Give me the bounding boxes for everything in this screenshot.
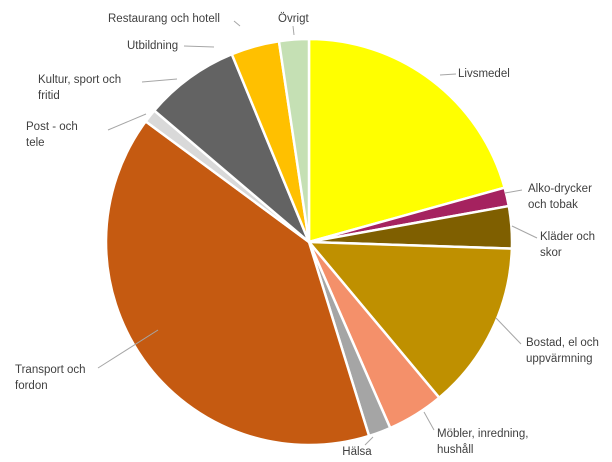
slice-label-line: Hälsa <box>342 446 372 458</box>
slice-label-line: skor <box>540 247 562 259</box>
slice-label-line: Övrigt <box>278 13 309 25</box>
slice-label-8: Kultur, sport och fritid <box>38 74 121 102</box>
slice-label-11: Övrigt <box>278 13 309 25</box>
slice-label-line: tele <box>26 137 45 149</box>
slice-label-line: Möbler, inredning, <box>437 428 528 440</box>
leader-line-0 <box>439 73 457 76</box>
leader-line-9 <box>183 45 215 48</box>
slice-label-line: Utbildning <box>127 40 178 52</box>
pie-slice-0 <box>307 37 507 244</box>
leader-line-1 <box>504 189 523 194</box>
leader-line-6 <box>97 329 159 369</box>
pie-slice-11 <box>277 37 311 243</box>
slice-label-line: Post - och <box>26 121 78 133</box>
slice-label-line: Transport och <box>15 364 86 376</box>
slice-label-line: Kläder och <box>540 231 595 243</box>
slice-label-line: Livsmedel <box>458 68 510 80</box>
leader-line-10 <box>233 20 241 27</box>
leader-line-4 <box>423 411 435 431</box>
slice-label-4: Möbler, inredning, hushåll <box>437 428 528 456</box>
leader-line-8 <box>141 78 178 83</box>
pie-slice-3 <box>306 240 514 400</box>
pie-slice-8 <box>152 52 311 243</box>
slice-label-7: Post - och tele <box>26 121 78 149</box>
slice-label-0: Livsmedel <box>458 68 510 80</box>
slice-label-line: fritid <box>38 90 60 102</box>
slice-label-line: Alko-drycker <box>528 183 592 195</box>
leader-lines <box>97 20 538 446</box>
slice-label-6: Transport och fordon <box>15 364 86 392</box>
pie-slice-6 <box>104 119 371 447</box>
leader-line-5 <box>364 436 374 446</box>
slice-label-line: uppvärmning <box>526 353 592 365</box>
leader-line-7 <box>107 113 147 131</box>
slice-label-3: Bostad, el och uppvärmning <box>526 337 599 365</box>
slice-label-5: Hälsa <box>342 446 372 458</box>
pie-slices <box>104 37 514 447</box>
slice-label-2: Kläder och skor <box>540 231 595 259</box>
slice-label-line: och tobak <box>528 199 578 211</box>
slice-label-line: hushåll <box>437 444 473 456</box>
slice-label-10: Restaurang och hotell <box>108 13 220 25</box>
leader-line-3 <box>495 317 522 345</box>
leader-line-2 <box>511 225 538 239</box>
slice-label-line: Restaurang och hotell <box>108 13 220 25</box>
slice-label-1: Alko-drycker och tobak <box>528 183 592 211</box>
slice-label-9: Utbildning <box>127 40 178 52</box>
leader-line-11 <box>292 25 295 36</box>
slice-label-line: fordon <box>15 380 48 392</box>
slice-label-line: Bostad, el och <box>526 337 599 349</box>
slice-labels: Livsmedel Alko-drycker och tobak Kläder och… <box>15 13 599 458</box>
slice-label-line: Kultur, sport och <box>38 74 121 86</box>
